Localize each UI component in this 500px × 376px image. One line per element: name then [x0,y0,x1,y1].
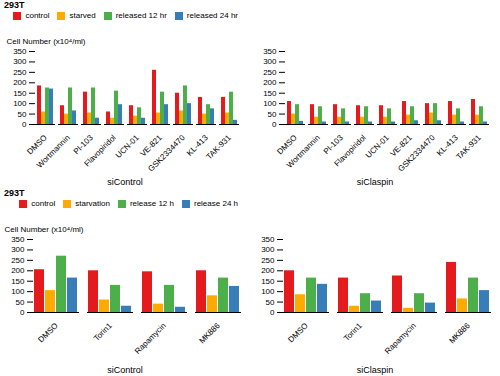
svg-text:200: 200 [13,78,27,87]
html-text:siControl: siControl [107,365,143,375]
svg-text:Wortmannin: Wortmannin [35,133,72,170]
svg-text:200: 200 [11,266,25,275]
svg-text:300: 300 [11,245,25,254]
svg-text:DMSO: DMSO [25,133,49,157]
svg-text:100: 100 [13,99,27,108]
html-text:release 12 h: release 12 h [129,199,174,208]
svg-text:50: 50 [266,298,275,307]
svg-text:150: 150 [13,89,27,98]
svg-text:Rapamycin: Rapamycin [383,321,418,356]
svg-text:150: 150 [263,89,277,98]
svg-text:GSK2334470: GSK2334470 [146,133,187,174]
svg-text:0: 0 [270,308,275,317]
html-text:siClaspin: siClaspin [356,365,394,375]
svg-text:50: 50 [16,298,25,307]
svg-text:Cell Number (x10⁴/ml): Cell Number (x10⁴/ml) [7,37,86,46]
svg-text:VE-821: VE-821 [388,133,414,159]
svg-text:200: 200 [261,266,275,275]
html-text:siClaspin: siClaspin [356,177,394,187]
svg-text:TAK-931: TAK-931 [454,133,483,162]
svg-text:TAK-931: TAK-931 [204,133,233,162]
svg-text:250: 250 [261,256,275,265]
svg-text:Cell Number (x10⁴/ml): Cell Number (x10⁴/ml) [5,225,84,234]
svg-text:150: 150 [11,277,25,286]
svg-text:50: 50 [18,110,27,119]
svg-text:Flavopiridol: Flavopiridol [332,133,367,168]
svg-text:350: 350 [263,47,277,56]
svg-text:PI-103: PI-103 [321,133,345,157]
html-text:siControl: siControl [107,177,143,187]
svg-text:UCN-01: UCN-01 [114,133,141,160]
html-text:293T: 293T [4,0,25,10]
svg-text:250: 250 [13,68,27,77]
svg-text:KL-413: KL-413 [435,133,460,158]
svg-text:MK886: MK886 [197,321,222,346]
svg-text:DMSO: DMSO [36,321,59,344]
svg-text:300: 300 [263,57,277,66]
svg-text:350: 350 [261,235,275,244]
svg-text:Flavopiridol: Flavopiridol [82,133,117,168]
html-text:release 24 h: release 24 h [194,199,238,208]
svg-text:Wortmannin: Wortmannin [285,133,322,170]
svg-text:150: 150 [261,277,275,286]
svg-text:Rapamycin: Rapamycin [133,321,168,356]
svg-text:Torin1: Torin1 [92,321,114,343]
svg-text:Torin1: Torin1 [342,321,364,343]
svg-text:0: 0 [20,308,25,317]
html-text:released 12 hr: released 12 hr [115,11,167,20]
html-text:control: control [25,11,50,20]
svg-text:250: 250 [11,256,25,265]
svg-text:GSK2334470: GSK2334470 [396,133,437,174]
svg-text:350: 350 [11,235,25,244]
svg-text:50: 50 [268,110,277,119]
svg-text:DMSO: DMSO [275,133,299,157]
svg-text:0: 0 [22,120,27,129]
svg-text:0: 0 [272,120,277,129]
svg-text:100: 100 [11,287,25,296]
svg-text:KL-413: KL-413 [185,133,210,158]
svg-text:UCN-01: UCN-01 [364,133,391,160]
svg-text:200: 200 [263,78,277,87]
svg-text:PI-103: PI-103 [71,133,95,157]
html-text:starved: starved [69,11,96,20]
svg-text:250: 250 [263,68,277,77]
svg-text:300: 300 [13,57,27,66]
svg-text:300: 300 [261,245,275,254]
svg-text:350: 350 [13,47,27,56]
svg-text:100: 100 [261,287,275,296]
html-text:starvation: starvation [75,199,110,208]
svg-text:DMSO: DMSO [286,321,309,344]
svg-text:VE-821: VE-821 [138,133,164,159]
html-text:control: control [31,199,56,208]
html-text:293T: 293T [4,188,25,198]
svg-text:MK886: MK886 [447,321,472,346]
html-text:released 24 hr: released 24 hr [186,11,238,20]
svg-text:100: 100 [263,99,277,108]
